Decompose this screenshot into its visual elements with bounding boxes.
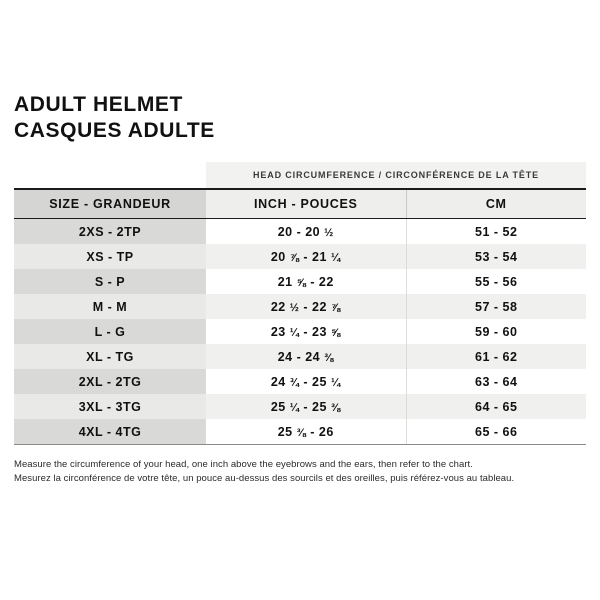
cell-cm: 53 - 54 <box>405 244 586 269</box>
cell-inch: 24 - 24 ⅜ <box>206 344 406 369</box>
cell-inch: 20 ⅞ - 21 ¼ <box>206 244 406 269</box>
column-header-size: SIZE - GRANDEUR <box>14 188 206 219</box>
cell-size: S - P <box>14 269 206 294</box>
footnote: Measure the circumference of your head, … <box>14 458 590 486</box>
cell-size: 3XL - 3TG <box>14 394 206 419</box>
cell-size: 4XL - 4TG <box>14 419 206 445</box>
cell-inch: 25 ¼ - 25 ⅜ <box>206 394 406 419</box>
cell-cm: 64 - 65 <box>405 394 586 419</box>
column-header-cm: CM <box>405 188 586 219</box>
table-row: 2XL - 2TG 24 ¾ - 25 ¼ 63 - 64 <box>14 369 586 394</box>
cell-size: 2XL - 2TG <box>14 369 206 394</box>
footnote-line-fr: Mesurez la circonférence de votre tête, … <box>14 473 515 484</box>
cell-size: XS - TP <box>14 244 206 269</box>
table-row: 3XL - 3TG 25 ¼ - 25 ⅜ 64 - 65 <box>14 394 586 419</box>
title-line-fr: CASQUES ADULTE <box>14 119 215 142</box>
cell-size: M - M <box>14 294 206 319</box>
cell-inch: 20 - 20 ½ <box>206 218 406 244</box>
table-row: L - G 23 ¼ - 23 ⅝ 59 - 60 <box>14 319 586 344</box>
cell-inch: 23 ¼ - 23 ⅝ <box>206 319 406 344</box>
table-row: 4XL - 4TG 25 ⅜ - 26 65 - 66 <box>14 419 586 445</box>
group-header-spacer <box>14 162 206 189</box>
cell-cm: 57 - 58 <box>405 294 586 319</box>
cell-cm: 61 - 62 <box>405 344 586 369</box>
group-header-head-circumference: HEAD CIRCUMFERENCE / CIRCONFÉRENCE DE LA… <box>206 162 586 189</box>
cell-cm: 59 - 60 <box>405 319 586 344</box>
title-line-en: ADULT HELMET <box>14 93 183 116</box>
table-row: XS - TP 20 ⅞ - 21 ¼ 53 - 54 <box>14 244 586 269</box>
cell-cm: 63 - 64 <box>405 369 586 394</box>
page-title: ADULT HELMET CASQUES ADULTE <box>14 92 215 144</box>
table-row: 2XS - 2TP 20 - 20 ½ 51 - 52 <box>14 218 586 244</box>
cell-cm: 55 - 56 <box>405 269 586 294</box>
group-header-row: HEAD CIRCUMFERENCE / CIRCONFÉRENCE DE LA… <box>14 162 586 189</box>
table-row: S - P 21 ⅝ - 22 55 - 56 <box>14 269 586 294</box>
table-row: M - M 22 ½ - 22 ⅞ 57 - 58 <box>14 294 586 319</box>
cell-size: 2XS - 2TP <box>14 218 206 244</box>
footnote-line-en: Measure the circumference of your head, … <box>14 459 473 470</box>
cell-inch: 25 ⅜ - 26 <box>206 419 406 445</box>
cell-inch: 22 ½ - 22 ⅞ <box>206 294 406 319</box>
cell-size: XL - TG <box>14 344 206 369</box>
table-row: XL - TG 24 - 24 ⅜ 61 - 62 <box>14 344 586 369</box>
size-chart-table: HEAD CIRCUMFERENCE / CIRCONFÉRENCE DE LA… <box>14 162 586 445</box>
cell-cm: 51 - 52 <box>405 218 586 244</box>
table-body: 2XS - 2TP 20 - 20 ½ 51 - 52 XS - TP 20 ⅞ - 2… <box>14 218 586 445</box>
column-header-row: SIZE - GRANDEUR INCH - POUCES CM <box>14 188 586 219</box>
cell-inch: 24 ¾ - 25 ¼ <box>206 369 406 394</box>
cell-inch: 21 ⅝ - 22 <box>206 269 406 294</box>
cell-cm: 65 - 66 <box>405 419 586 445</box>
column-header-inch: INCH - POUCES <box>206 188 406 219</box>
table-header: HEAD CIRCUMFERENCE / CIRCONFÉRENCE DE LA… <box>14 162 586 219</box>
cell-size: L - G <box>14 319 206 344</box>
